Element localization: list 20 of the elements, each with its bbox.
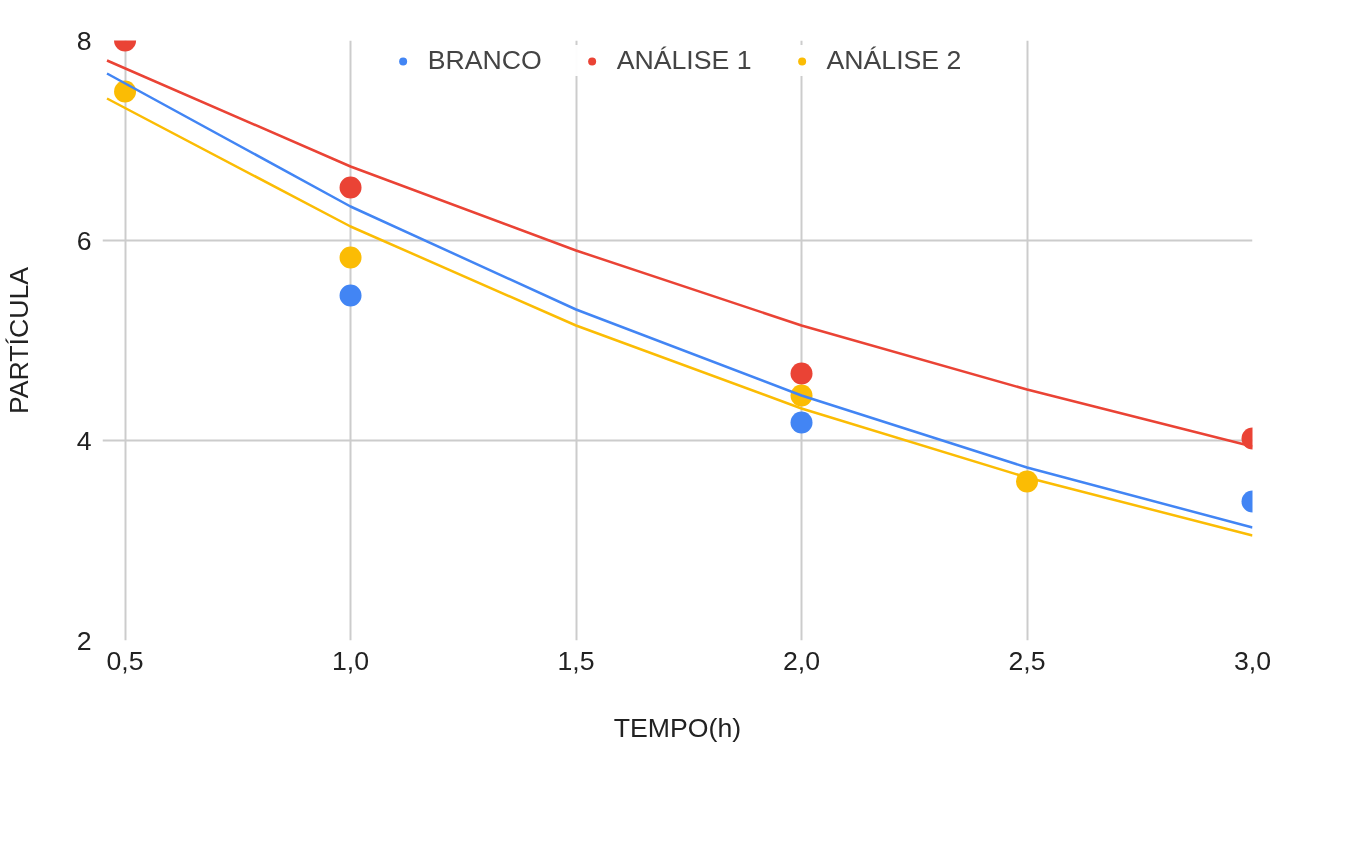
point xyxy=(339,176,362,199)
y-axis-title: PARTÍCULA xyxy=(3,266,34,415)
legend-label: BRANCO xyxy=(427,45,542,76)
x-tick-label: 0,5 xyxy=(106,645,144,676)
point xyxy=(790,411,813,434)
y-tick-label: 6 xyxy=(76,225,92,256)
x-tick-label: 3,0 xyxy=(1233,645,1272,676)
x-tick-label: 1,5 xyxy=(557,645,595,676)
x-axis-title: TEMPO(h) xyxy=(613,712,742,743)
y-tick-label: 8 xyxy=(76,25,92,56)
x-tick-label: 2,5 xyxy=(1008,645,1046,676)
legend-label: ANÁLISE 2 xyxy=(826,45,962,76)
point xyxy=(339,284,362,307)
y-tick-label: 4 xyxy=(76,425,92,456)
legend-label: ANÁLISE 1 xyxy=(616,45,752,76)
point xyxy=(339,246,362,269)
x-tick-label: 2,0 xyxy=(782,645,821,676)
point xyxy=(790,362,813,385)
y-tick-label: 2 xyxy=(76,625,92,656)
x-tick-label: 1,0 xyxy=(332,645,370,676)
